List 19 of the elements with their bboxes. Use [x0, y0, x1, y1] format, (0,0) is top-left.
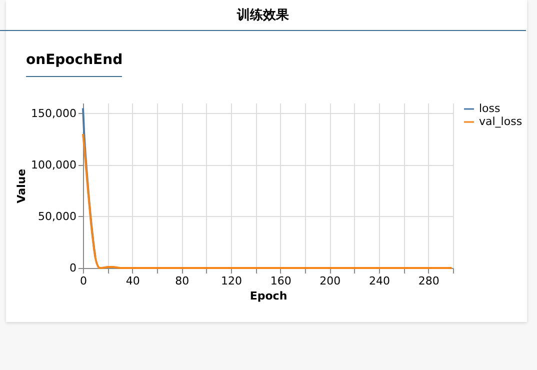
x-axis-title: Epoch — [250, 290, 288, 302]
chart-subtitle: onEpochEnd — [26, 52, 123, 77]
y-tick-label: 50,000 — [38, 210, 76, 223]
x-tick-label: 280 — [418, 274, 440, 288]
x-tick-label: 120 — [221, 274, 242, 288]
y-axis-title: Value — [15, 168, 28, 204]
x-tick-label: 40 — [126, 274, 140, 288]
y-tick-label: 0 — [70, 262, 76, 274]
y-tick-label: 100,000 — [31, 158, 76, 172]
x-tick-label: 0 — [80, 274, 87, 288]
x-tick-label: 240 — [369, 274, 390, 288]
chart-title: 训练效果 — [0, 6, 526, 31]
legend-label: val_loss — [479, 115, 522, 128]
x-tick-label: 80 — [175, 274, 190, 288]
y-tick-label: 150,000 — [31, 106, 76, 120]
line-series — [82, 107, 96, 258]
x-tick-label: 200 — [320, 274, 341, 288]
x-tick-label: 160 — [270, 274, 292, 288]
legend-label: loss — [479, 102, 501, 115]
